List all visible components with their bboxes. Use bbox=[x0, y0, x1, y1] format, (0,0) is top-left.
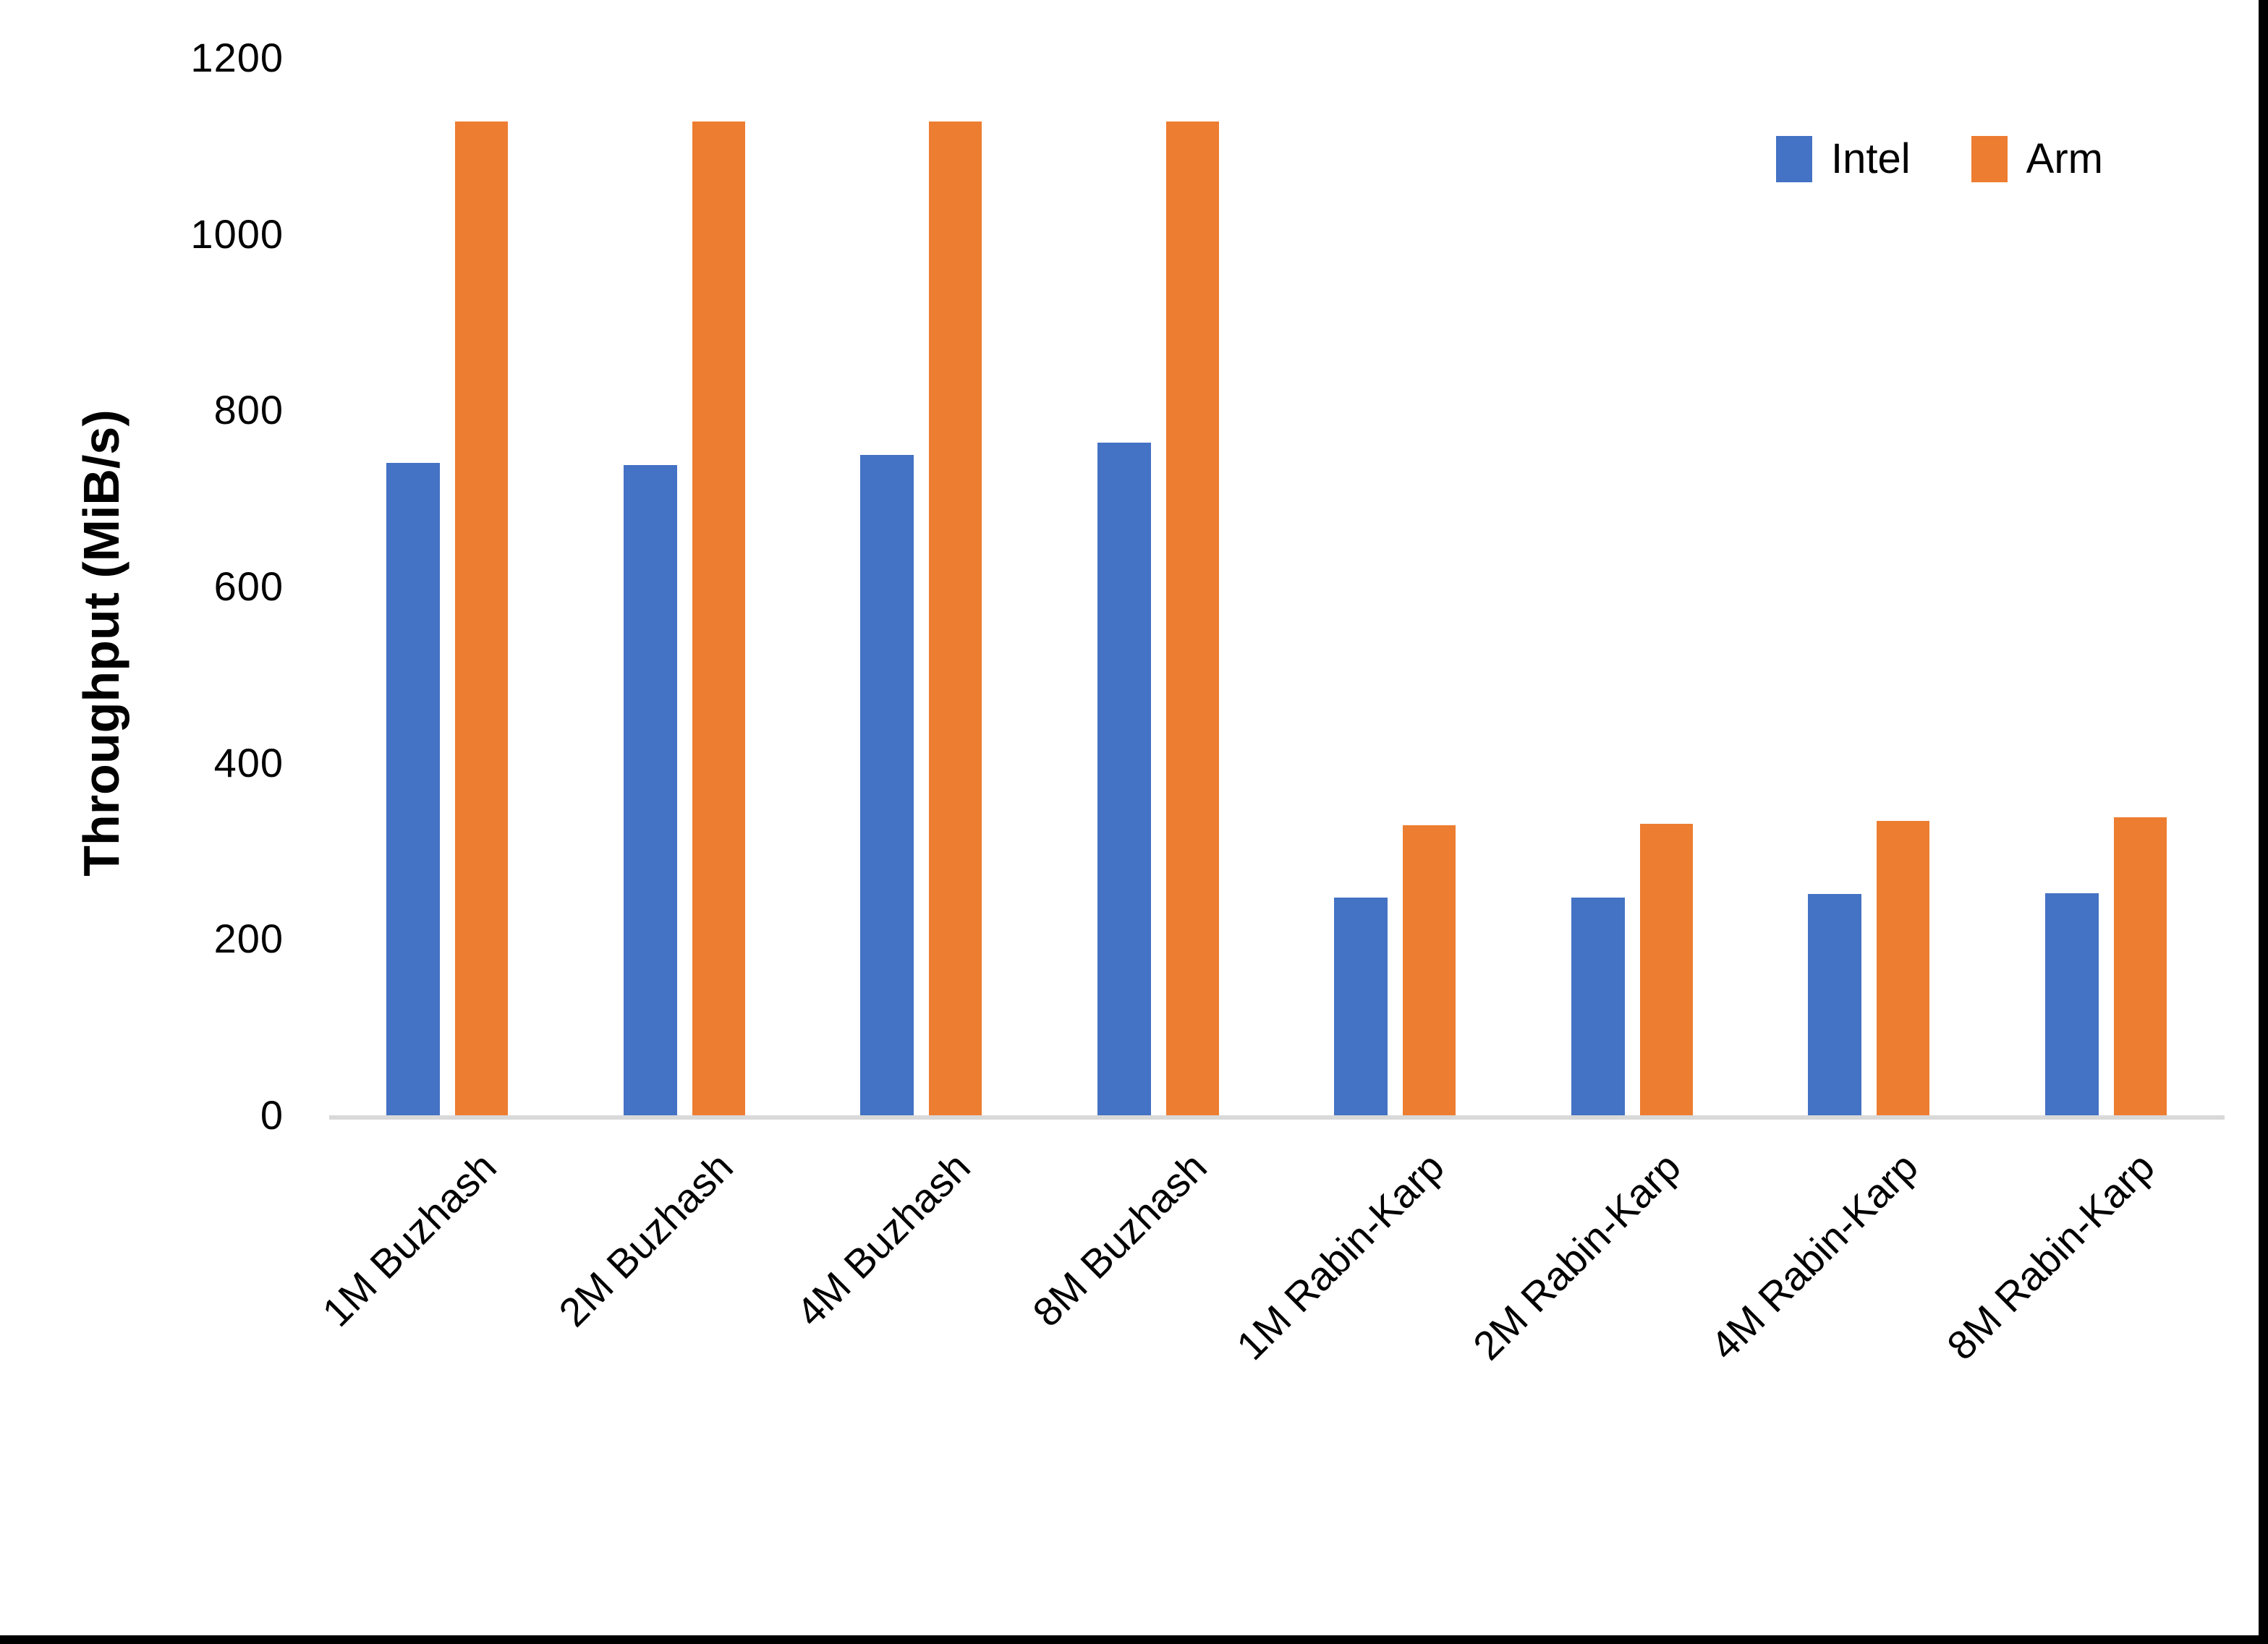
bar-intel-2m-rabin-karp bbox=[1571, 898, 1625, 1115]
bar-intel-1m-buzhash bbox=[386, 463, 441, 1115]
bar-intel-8m-buzhash bbox=[1097, 443, 1151, 1115]
y-tick-label-200: 200 bbox=[213, 916, 284, 962]
plot-area bbox=[329, 58, 2225, 1115]
intel-series-swatch bbox=[1776, 136, 1812, 182]
y-tick-label-1000: 1000 bbox=[190, 210, 284, 257]
x-category-label-4m-rabin-karp: 4M Rabin-Karp bbox=[1701, 1143, 1927, 1369]
y-tick-label-600: 600 bbox=[213, 563, 284, 609]
bar-intel-2m-buzhash bbox=[623, 464, 677, 1115]
bar-arm-4m-rabin-karp bbox=[1877, 821, 1930, 1115]
bar-arm-4m-buzhash bbox=[929, 121, 982, 1115]
chart-legend: Intel Arm bbox=[1776, 136, 2103, 182]
x-category-label-4m-buzhash: 4M Buzhash bbox=[786, 1143, 979, 1335]
y-tick-label-0: 0 bbox=[260, 1092, 284, 1138]
bar-arm-1m-rabin-karp bbox=[1403, 825, 1456, 1115]
legend-label-intel: Intel bbox=[1831, 135, 1911, 182]
x-category-label-8m-rabin-karp: 8M Rabin-Karp bbox=[1938, 1143, 2164, 1369]
arm-series-swatch bbox=[1971, 136, 2008, 182]
x-category-label-1m-buzhash: 1M Buzhash bbox=[313, 1143, 505, 1335]
bar-arm-1m-buzhash bbox=[455, 121, 509, 1115]
bar-arm-2m-buzhash bbox=[692, 121, 745, 1115]
y-tick-label-400: 400 bbox=[213, 739, 284, 785]
x-category-label-2m-buzhash: 2M Buzhash bbox=[550, 1143, 742, 1335]
bar-arm-8m-buzhash bbox=[1165, 121, 1219, 1115]
y-tick-label-1200: 1200 bbox=[190, 35, 284, 80]
screen-border-bottom bbox=[0, 1635, 2268, 1644]
x-category-label-1m-rabin-karp: 1M Rabin-Karp bbox=[1227, 1143, 1453, 1369]
bar-intel-4m-buzhash bbox=[860, 455, 914, 1115]
bar-intel-8m-rabin-karp bbox=[2044, 893, 2099, 1115]
x-category-label-2m-rabin-karp: 2M Rabin-Karp bbox=[1464, 1143, 1690, 1369]
bar-arm-2m-rabin-karp bbox=[1639, 823, 1693, 1115]
legend-item-arm: Arm bbox=[1971, 136, 2103, 182]
legend-item-intel: Intel bbox=[1776, 136, 1911, 182]
screen-border-right bbox=[2259, 0, 2268, 1644]
legend-label-arm: Arm bbox=[2026, 135, 2103, 182]
bar-intel-4m-rabin-karp bbox=[1808, 894, 1862, 1115]
x-axis-line bbox=[329, 1115, 2225, 1120]
y-tick-label-800: 800 bbox=[213, 387, 284, 433]
x-category-label-8m-buzhash: 8M Buzhash bbox=[1024, 1143, 1216, 1335]
bar-intel-1m-rabin-karp bbox=[1334, 898, 1388, 1115]
bar-arm-8m-rabin-karp bbox=[2113, 817, 2167, 1115]
